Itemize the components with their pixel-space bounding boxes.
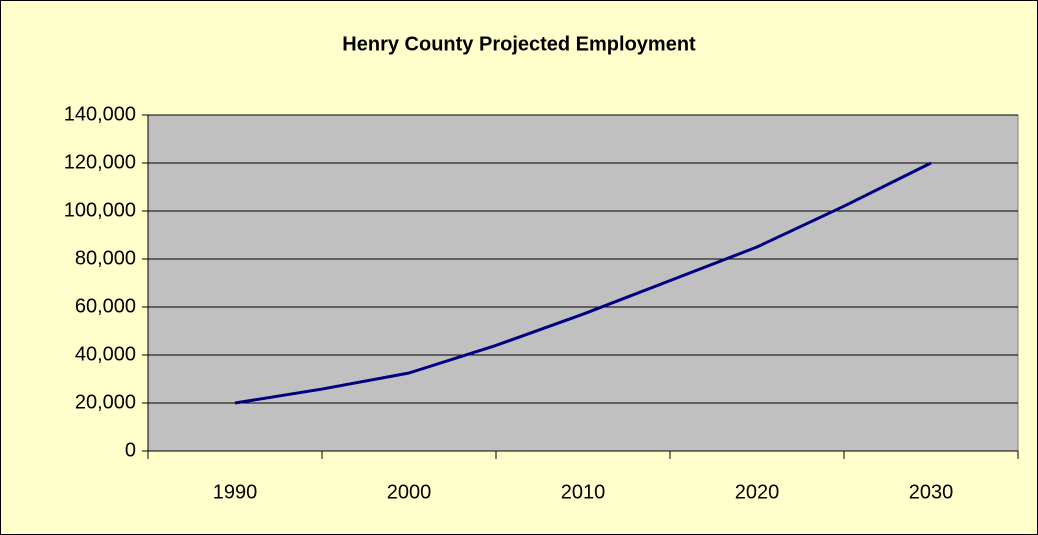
y-tick-label: 40,000 xyxy=(75,343,136,365)
y-tick-label: 20,000 xyxy=(75,391,136,413)
x-tick-label: 2010 xyxy=(561,481,606,503)
x-tick-label: 1990 xyxy=(213,481,258,503)
y-tick-label: 0 xyxy=(125,439,136,461)
x-tick-label: 2000 xyxy=(387,481,432,503)
y-tick-label: 120,000 xyxy=(64,151,136,173)
x-tick-label: 2030 xyxy=(909,481,954,503)
x-tick-label: 2020 xyxy=(735,481,780,503)
y-tick-label: 60,000 xyxy=(75,295,136,317)
y-tick-label: 100,000 xyxy=(64,199,136,221)
data-line xyxy=(234,161,932,405)
y-tick-label: 80,000 xyxy=(75,247,136,269)
chart-title: Henry County Projected Employment xyxy=(342,33,696,55)
y-tick-label: 140,000 xyxy=(64,103,136,125)
plot-area xyxy=(147,114,1019,452)
